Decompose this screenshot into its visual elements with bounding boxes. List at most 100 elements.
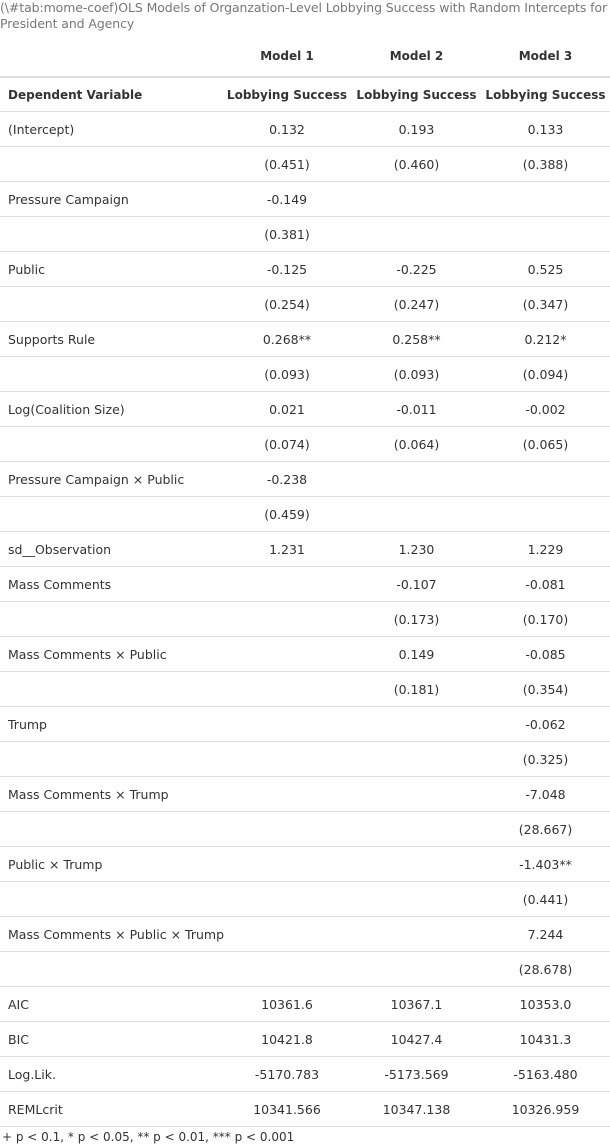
row-label: Log(Coalition Size) <box>0 391 222 427</box>
model-3-cell: -1.403** <box>481 846 610 882</box>
row-label <box>0 951 222 987</box>
model-3-cell: 7.244 <box>481 916 610 952</box>
table-caption: (\#tab:mome-coef)OLS Models of Organzati… <box>0 0 608 31</box>
table-row: REMLcrit 10341.566 10347.138 10326.959 <box>0 1091 610 1127</box>
model-1-cell <box>222 706 352 742</box>
model-3-cell: -0.002 <box>481 391 610 427</box>
model-3-cell: -0.081 <box>481 566 610 602</box>
table-body: (Intercept) 0.132 0.193 0.133 (0.451) (0.460)… <box>0 111 610 1127</box>
table-row-se: (28.667) <box>0 811 610 847</box>
row-label: Pressure Campaign × Public <box>0 461 222 497</box>
model-3-cell: (28.678) <box>481 951 610 987</box>
table-row-se: (0.441) <box>0 881 610 917</box>
model-2-cell <box>352 881 481 917</box>
row-label: (Intercept) <box>0 111 222 147</box>
row-label: Supports Rule <box>0 321 222 357</box>
dependent-variable-label: Dependent Variable <box>0 77 222 112</box>
table-row-se: (0.381) <box>0 216 610 252</box>
model-2-cell: -0.225 <box>352 251 481 287</box>
model-2-cell: 10427.4 <box>352 1021 481 1057</box>
model-1-cell <box>222 846 352 882</box>
row-label <box>0 426 222 462</box>
model-1-cell: (0.074) <box>222 426 352 462</box>
model-2-cell: 0.258** <box>352 321 481 357</box>
model-3-cell: 0.133 <box>481 111 610 147</box>
model-2-header: Model 2 <box>352 36 481 78</box>
model-3-cell: -5163.480 <box>481 1056 610 1092</box>
model-2-cell: -0.107 <box>352 566 481 602</box>
model-3-cell: (0.347) <box>481 286 610 322</box>
model-2-cell <box>352 811 481 847</box>
table-row-se: (28.678) <box>0 951 610 987</box>
model-3-cell <box>481 496 610 532</box>
table-row: Mass Comments -0.107 -0.081 <box>0 566 610 602</box>
model-3-cell: 0.525 <box>481 251 610 287</box>
model-2-cell <box>352 846 481 882</box>
model-1-cell <box>222 881 352 917</box>
table-row: Supports Rule 0.268** 0.258** 0.212* <box>0 321 610 357</box>
model-3-cell: (0.354) <box>481 671 610 707</box>
row-label: REMLcrit <box>0 1091 222 1127</box>
row-label <box>0 216 222 252</box>
table-row: Pressure Campaign × Public -0.238 <box>0 461 610 497</box>
row-label: Mass Comments × Trump <box>0 776 222 812</box>
model-1-cell <box>222 916 352 952</box>
model-1-cell: 0.021 <box>222 391 352 427</box>
table-row: BIC 10421.8 10427.4 10431.3 <box>0 1021 610 1057</box>
model-3-cell: (0.325) <box>481 741 610 777</box>
table-row: AIC 10361.6 10367.1 10353.0 <box>0 986 610 1022</box>
table-row: Public -0.125 -0.225 0.525 <box>0 251 610 287</box>
row-label: Pressure Campaign <box>0 181 222 217</box>
model-3-cell: 10353.0 <box>481 986 610 1022</box>
model-2-cell <box>352 951 481 987</box>
model-2-cell: 0.193 <box>352 111 481 147</box>
model-2-dv: Lobbying Success <box>352 77 481 112</box>
model-2-cell <box>352 706 481 742</box>
table-row-se: (0.451) (0.460) (0.388) <box>0 146 610 182</box>
model-1-cell: 10421.8 <box>222 1021 352 1057</box>
model-3-cell: (0.170) <box>481 601 610 637</box>
table-row: Mass Comments × Trump -7.048 <box>0 776 610 812</box>
model-3-cell <box>481 216 610 252</box>
model-2-cell <box>352 916 481 952</box>
model-3-cell: 10326.959 <box>481 1091 610 1127</box>
model-3-cell: (0.441) <box>481 881 610 917</box>
model-3-cell: 1.229 <box>481 531 610 567</box>
table-row: Log(Coalition Size) 0.021 -0.011 -0.002 <box>0 391 610 427</box>
row-label: Trump <box>0 706 222 742</box>
row-label: AIC <box>0 986 222 1022</box>
model-1-header: Model 1 <box>222 36 352 78</box>
model-3-cell: (0.065) <box>481 426 610 462</box>
model-1-cell: (0.451) <box>222 146 352 182</box>
table-row: (Intercept) 0.132 0.193 0.133 <box>0 111 610 147</box>
model-1-cell <box>222 741 352 777</box>
model-2-cell: 10367.1 <box>352 986 481 1022</box>
table-row-se: (0.181) (0.354) <box>0 671 610 707</box>
model-2-cell: 10347.138 <box>352 1091 481 1127</box>
model-1-cell: -0.238 <box>222 461 352 497</box>
row-label <box>0 496 222 532</box>
model-3-cell: -0.062 <box>481 706 610 742</box>
model-3-cell: (0.094) <box>481 356 610 392</box>
model-3-cell <box>481 461 610 497</box>
model-1-cell <box>222 671 352 707</box>
row-label <box>0 671 222 707</box>
model-2-cell: -0.011 <box>352 391 481 427</box>
row-label: Public <box>0 251 222 287</box>
model-1-cell <box>222 636 352 672</box>
model-1-cell: 10361.6 <box>222 986 352 1022</box>
model-1-dv: Lobbying Success <box>222 77 352 112</box>
model-3-cell: -7.048 <box>481 776 610 812</box>
model-3-cell <box>481 181 610 217</box>
table-row: Log.Lik. -5170.783 -5173.569 -5163.480 <box>0 1056 610 1092</box>
model-1-cell: -5170.783 <box>222 1056 352 1092</box>
model-1-cell: (0.093) <box>222 356 352 392</box>
model-2-cell: (0.460) <box>352 146 481 182</box>
model-1-cell: (0.459) <box>222 496 352 532</box>
table-row-se: (0.254) (0.247) (0.347) <box>0 286 610 322</box>
row-label: Mass Comments × Public <box>0 636 222 672</box>
significance-note: + p < 0.1, * p < 0.05, ** p < 0.01, *** … <box>2 1130 295 1144</box>
model-1-cell: 0.268** <box>222 321 352 357</box>
model-3-cell: (28.667) <box>481 811 610 847</box>
table-row-se: (0.093) (0.093) (0.094) <box>0 356 610 392</box>
